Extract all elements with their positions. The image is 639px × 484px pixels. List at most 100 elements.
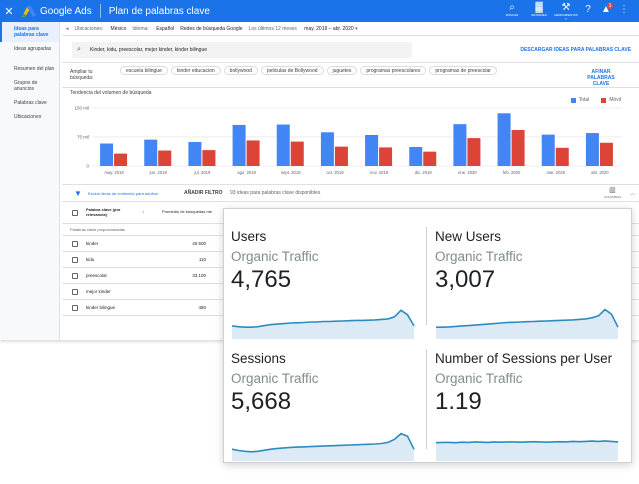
refine-chip[interactable]: peliculas de Bollywood xyxy=(260,66,324,75)
sort-arrow-icon[interactable]: ↓ xyxy=(142,209,145,215)
vertical-divider xyxy=(426,349,427,449)
bar-total xyxy=(365,135,379,166)
sparkline-line xyxy=(231,309,415,329)
metric-title: Number of Sessions per User xyxy=(435,351,613,366)
location-filter[interactable]: Ubicaciones: México xyxy=(75,26,127,32)
bar-total xyxy=(409,147,423,166)
metric-card[interactable]: Users Organic Traffic 4,765 xyxy=(231,229,421,349)
sidebar-item-locations[interactable]: Ubicaciones xyxy=(14,114,42,120)
wrench-icon: ⚒ xyxy=(561,2,571,13)
network-filter[interactable]: Redes de búsqueda Google xyxy=(180,26,242,32)
bar-mobile xyxy=(379,147,393,166)
sparkline xyxy=(231,432,415,461)
tools-button[interactable]: ⚒ HERRAMIENTAS Y CONFIGURACIÓN xyxy=(553,0,579,25)
metric-value: 1.19 xyxy=(435,388,482,415)
bar-total xyxy=(320,132,334,166)
column-header-keyword[interactable]: Palabra clave (por relevancia) xyxy=(86,207,121,217)
row-checkbox[interactable] xyxy=(72,241,78,247)
results-toolbar: ▼ Excluir ideas de contenido para adulto… xyxy=(62,184,639,202)
metric-subtitle: Organic Traffic xyxy=(231,371,319,386)
refine-chip[interactable]: bollywood xyxy=(223,66,258,75)
keyword-cell: kinder bilingue xyxy=(86,305,116,310)
row-trend-sparkline xyxy=(210,287,218,297)
bar-mobile xyxy=(158,150,172,166)
close-icon[interactable]: ✕ xyxy=(4,5,14,18)
row-trend-sparkline xyxy=(210,271,218,281)
filter-icon[interactable]: ▼ xyxy=(74,189,82,198)
metric-value: 4,765 xyxy=(231,266,292,293)
notification-badge: 1 xyxy=(607,3,613,9)
exclude-adult-link[interactable]: Excluir ideas de contenido para adultos xyxy=(88,191,158,196)
metric-subtitle: Organic Traffic xyxy=(435,249,523,264)
x-tick-label: dic. 2019 xyxy=(415,170,433,175)
metric-card[interactable]: New Users Organic Traffic 3,007 xyxy=(435,229,625,349)
row-checkbox[interactable] xyxy=(72,289,78,295)
sparkline-area xyxy=(436,309,618,339)
more-options-icon[interactable]: ⋮ xyxy=(619,4,629,15)
legend-swatch-total xyxy=(570,97,576,103)
reports-button-label: INFORMES xyxy=(531,13,547,17)
chart-title[interactable]: Tendencia del volumen de búsqueda xyxy=(70,90,152,96)
sidebar-item-keywords[interactable]: Palabras clave xyxy=(14,100,47,106)
bar-total xyxy=(497,113,511,166)
sparkline xyxy=(436,308,619,339)
chevron-up-icon[interactable]: ︿ xyxy=(629,191,635,197)
refine-search-row: Ampliar tu búsqueda: escuela bilingue kin… xyxy=(62,62,639,88)
row-checkbox[interactable] xyxy=(72,257,78,263)
x-tick-label: jul. 2019 xyxy=(193,170,211,175)
legend-item-mobile: Móvil xyxy=(601,97,621,103)
row-checkbox[interactable] xyxy=(72,305,78,311)
metric-value: 5,668 xyxy=(231,388,292,415)
x-tick-label: oct. 2019 xyxy=(326,170,344,175)
sparkline-line xyxy=(435,440,619,444)
row-trend-sparkline xyxy=(210,303,218,313)
date-value: may. 2019 – abr. 2020 xyxy=(304,25,354,32)
refine-chip[interactable]: juguetes xyxy=(326,66,358,75)
row-checkbox[interactable] xyxy=(72,273,78,279)
location-label: Ubicaciones: xyxy=(74,25,104,32)
search-volume-chart: 150 mil 75 mil 0 may. 2019 jun. 2019 jul. 201… xyxy=(62,88,639,184)
help-icon[interactable]: ? xyxy=(585,4,591,15)
bar-total xyxy=(100,143,114,166)
collapse-icon[interactable]: ◂ xyxy=(66,25,69,32)
keyword-search-input[interactable]: ⌕ Kinder, kidu, preescolar, mejor kinder… xyxy=(72,42,412,58)
refine-chip[interactable]: programas de preescolar xyxy=(429,66,497,75)
page-title: Plan de palabras clave xyxy=(108,5,210,17)
sidebar-item-grouped-ideas[interactable]: Ideas agrupadas xyxy=(14,46,52,52)
avg-searches-cell: 40.500 xyxy=(192,241,206,246)
google-ads-logo xyxy=(22,5,36,17)
metric-title: Sessions xyxy=(231,351,286,366)
notifications-button[interactable]: ▲ 1 xyxy=(597,0,615,15)
search-button[interactable]: ⌕ BUSCAR xyxy=(499,0,525,17)
refine-keywords-link[interactable]: AFINAR PALABRAS CLAVE xyxy=(587,69,615,87)
metric-title: New Users xyxy=(435,229,502,244)
download-ideas-link[interactable]: DESCARGAR IDEAS PARA PALABRAS CLAVE xyxy=(520,47,631,53)
reports-button[interactable]: ▓ INFORMES xyxy=(526,0,552,17)
metric-card[interactable]: Number of Sessions per User Organic Traff… xyxy=(435,351,625,471)
search-row: ⌕ Kinder, kidu, preescolar, mejor kinder… xyxy=(62,36,639,62)
x-tick-label: feb. 2020 xyxy=(503,170,521,175)
bell-icon: ▲ xyxy=(601,4,611,15)
refine-chip[interactable]: kinder educacion xyxy=(170,66,221,75)
refine-chip[interactable]: programas preescolares xyxy=(360,66,427,75)
sidebar-item-ad-groups[interactable]: Grupos de anuncios xyxy=(14,80,38,92)
language-filter[interactable]: Idioma: Español xyxy=(132,26,174,32)
refine-chips: escuela bilingue kinder educacion bollywoo… xyxy=(120,66,540,77)
column-header-avg-searches[interactable]: Promedio de búsquedas me xyxy=(162,209,213,214)
sidebar-item-plan-overview[interactable]: Resumen del plan xyxy=(14,66,55,72)
bar-chart-svg: 150 mil 75 mil 0 may. 2019 jun. 2019 jul. 201… xyxy=(74,105,622,175)
refine-chip[interactable]: escuela bilingue xyxy=(120,66,168,75)
columns-icon: ▥ xyxy=(609,187,616,194)
y-tick-label: 150 mil xyxy=(74,105,89,110)
date-filter[interactable]: Los últimos 12 meses may. 2019 – abr. 20… xyxy=(248,25,358,32)
language-label: Idioma: xyxy=(132,25,149,32)
columns-button[interactable]: ▥ COLUMNAS xyxy=(604,187,621,199)
x-tick-label: mar. 2020 xyxy=(546,170,565,175)
select-all-checkbox[interactable] xyxy=(72,210,78,216)
sidebar-item-keyword-ideas[interactable]: Ideas para palabras clave xyxy=(0,22,59,42)
x-tick-label: jun. 2019 xyxy=(149,170,168,175)
row-trend-sparkline xyxy=(210,239,218,249)
add-filter-button[interactable]: AÑADIR FILTRO xyxy=(184,190,223,196)
metric-card[interactable]: Sessions Organic Traffic 5,668 xyxy=(231,351,421,471)
y-tick-label: 75 mil xyxy=(77,134,89,139)
